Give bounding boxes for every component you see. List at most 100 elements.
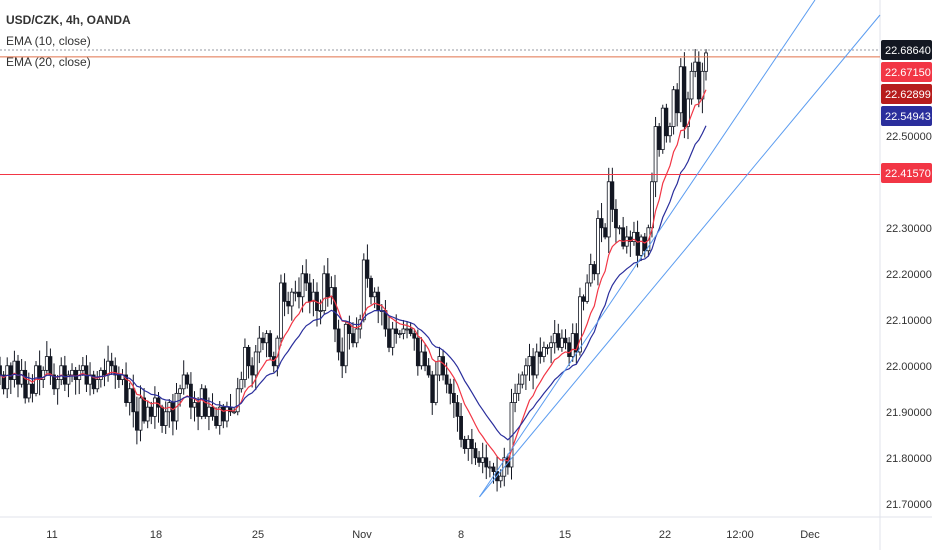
candle xyxy=(124,362,128,407)
candle xyxy=(498,469,503,488)
trendlines[interactable] xyxy=(479,0,881,498)
candle-body-up xyxy=(225,406,229,422)
candle-body-up xyxy=(207,406,211,417)
candle xyxy=(664,103,669,143)
candle-body-up xyxy=(26,383,31,399)
candle xyxy=(246,344,251,379)
candle-body-up xyxy=(80,365,85,371)
candle-body-down xyxy=(185,374,190,385)
candle xyxy=(73,366,78,395)
candle-body-up xyxy=(520,374,525,385)
candle-body-up xyxy=(704,52,708,72)
price-axis[interactable]: 22.50000 22.30000 22.20000 22.10000 22.00000… xyxy=(886,131,932,511)
time-tick-label: 18 xyxy=(150,529,162,541)
candle-body-up xyxy=(596,218,600,275)
candle-body-down xyxy=(246,346,251,367)
candle xyxy=(336,319,341,361)
candle-body-up xyxy=(405,328,409,331)
ema20-badge: 22.54943 xyxy=(881,106,932,126)
candle-body-up xyxy=(549,342,554,348)
candle-body-up xyxy=(578,296,582,353)
candle xyxy=(462,435,467,454)
candle xyxy=(696,51,701,108)
candle-body-up xyxy=(293,291,298,294)
candle-body-down xyxy=(376,291,381,311)
candle xyxy=(304,259,309,291)
candle-body-up xyxy=(232,411,237,414)
candle-body-down xyxy=(581,296,586,302)
candle-body-down xyxy=(473,448,478,459)
horizontal-level-badge: 22.41570 xyxy=(881,163,932,183)
candle-body-down xyxy=(642,236,647,252)
candle-body-up xyxy=(300,273,305,298)
candle-body-up xyxy=(552,333,557,344)
candle xyxy=(451,378,456,418)
candle xyxy=(52,363,56,395)
candle-body-down xyxy=(210,406,215,417)
candle xyxy=(181,360,186,395)
candle-body-down xyxy=(477,457,481,463)
candle-body-up xyxy=(617,227,622,230)
time-axis[interactable]: 11 18 25 Nov 8 15 22 12:00 Dec xyxy=(46,529,820,541)
ema20-legend[interactable]: EMA (20, close) xyxy=(6,55,91,69)
candle xyxy=(671,86,676,135)
candle xyxy=(221,403,226,429)
ema-mid-badge: 22.62899 xyxy=(881,84,932,104)
candle-body-down xyxy=(567,342,572,357)
candle-body-up xyxy=(243,346,247,380)
candle xyxy=(59,357,64,386)
candle-body-up xyxy=(419,351,424,367)
candle xyxy=(542,341,546,363)
candle-body-up xyxy=(192,402,197,408)
candle xyxy=(588,253,593,287)
candle-body-down xyxy=(73,369,78,380)
candle xyxy=(152,386,157,429)
trendline-shallow[interactable] xyxy=(479,14,881,498)
candle xyxy=(257,325,262,364)
candle-body-up xyxy=(178,388,183,394)
candle-body-up xyxy=(41,369,46,380)
candle-body-up xyxy=(264,333,269,344)
candle xyxy=(513,383,517,413)
candle-body-down xyxy=(102,369,107,376)
candle xyxy=(549,335,554,364)
time-tick-label: 15 xyxy=(559,529,571,541)
price-tick-label: 22.30000 xyxy=(886,223,932,235)
badge-value: 22.67150 xyxy=(885,67,931,79)
candle-body-down xyxy=(113,365,118,376)
candle-body-down xyxy=(214,415,219,426)
candle xyxy=(142,388,146,424)
price-tick-label: 22.00000 xyxy=(886,361,932,373)
candle xyxy=(415,329,420,376)
candle-body-up xyxy=(523,365,528,376)
candle-body-down xyxy=(1,374,6,390)
trendline-steep[interactable] xyxy=(479,0,816,498)
candle-body-up xyxy=(487,466,492,469)
candle-body-up xyxy=(480,457,485,463)
candle-body-down xyxy=(261,337,265,344)
candle-body-up xyxy=(318,310,323,312)
candle xyxy=(596,210,600,286)
candle-body-down xyxy=(675,89,680,114)
candle-body-up xyxy=(322,273,327,311)
candle-body-down xyxy=(412,333,417,339)
candle xyxy=(12,350,17,388)
candle-body-down xyxy=(0,365,2,376)
candle xyxy=(477,451,481,467)
candle-body-down xyxy=(462,438,467,449)
candle-body-up xyxy=(570,333,575,357)
candle xyxy=(423,344,427,372)
candle xyxy=(189,372,193,420)
candle xyxy=(704,49,708,81)
candle-body-up xyxy=(59,365,64,380)
time-tick-label: 8 xyxy=(458,529,464,541)
candle xyxy=(361,253,366,323)
candle xyxy=(657,123,662,157)
candle xyxy=(581,294,586,311)
candle xyxy=(5,357,10,399)
symbol-title[interactable]: USD/CZK, 4h, OANDA xyxy=(6,13,131,27)
ema10-legend[interactable]: EMA (10, close) xyxy=(6,34,91,48)
candle xyxy=(98,367,103,388)
